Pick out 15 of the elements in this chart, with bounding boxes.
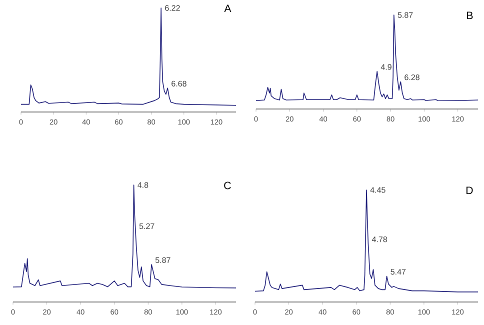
annotation: 4.78 — [372, 236, 388, 242]
annotation: 5.87 — [398, 12, 413, 18]
annotation: 5.47 — [390, 269, 406, 275]
chart-title: D — [466, 186, 473, 194]
annotation: 4.45 — [370, 187, 386, 193]
annotation: 5.27 — [139, 223, 154, 230]
annotation: 6.28 — [404, 74, 420, 80]
annotation: 4.8 — [138, 182, 148, 188]
chart-title: B — [467, 12, 473, 20]
annotation: 4.9 — [380, 64, 392, 70]
chart-title: A — [224, 4, 232, 12]
annotation: 6.22 — [165, 5, 180, 11]
annotation: 6.68 — [172, 80, 186, 86]
annotation: 5.87 — [155, 257, 170, 263]
chart-title: C — [224, 182, 231, 190]
